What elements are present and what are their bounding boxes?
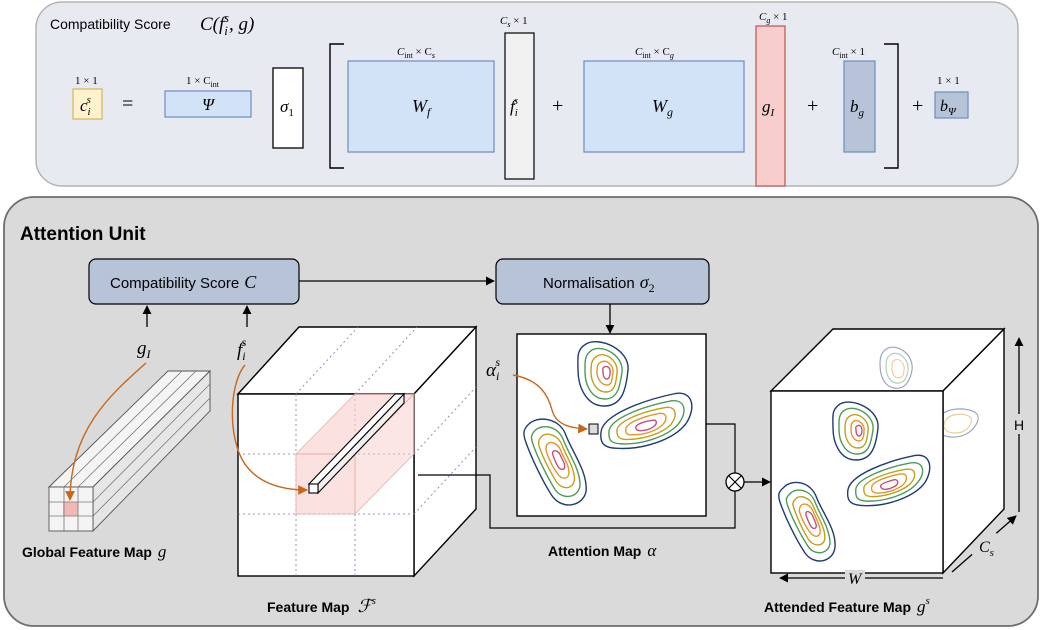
attention-map bbox=[516, 333, 707, 517]
fi-label: fis bbox=[510, 95, 518, 119]
plus-3: + bbox=[912, 95, 923, 117]
orange-arrow-alpha bbox=[512, 374, 588, 434]
attended-feature-map-cube bbox=[769, 327, 1006, 575]
w-axis-label: W bbox=[848, 571, 863, 588]
compat-score-label: Compatibility Score C bbox=[110, 272, 257, 292]
orange-arrow-fi bbox=[231, 364, 308, 495]
equals-sign: = bbox=[122, 93, 133, 115]
attended-feature-map-caption: Attended Feature Map gs bbox=[764, 595, 930, 616]
attention-to-multiply-line bbox=[706, 423, 736, 473]
plus-1: + bbox=[552, 95, 563, 117]
bpsi-label: bΨ bbox=[940, 98, 957, 118]
wg-dim-label: Cint × Cg bbox=[635, 46, 674, 60]
multiply-operator bbox=[725, 472, 745, 492]
feature-map-cube bbox=[236, 325, 478, 578]
sigma1-label: σ1 bbox=[280, 97, 294, 119]
svg-text:Compatibility Score: Compatibility Score bbox=[50, 16, 171, 32]
bpsi-vector bbox=[934, 91, 969, 119]
global-feature-map bbox=[47, 369, 212, 533]
normalisation-box bbox=[495, 258, 710, 305]
gi-label: gI bbox=[762, 97, 776, 119]
h-axis-label: H bbox=[1014, 417, 1024, 433]
c-axis-label-bg bbox=[967, 528, 1005, 564]
c-dim-label: 1 × 1 bbox=[75, 75, 98, 87]
attention-unit-panel: Attention Unit Compatibility Score C Norm… bbox=[3, 196, 1039, 627]
compatibility-score-panel: Compatibility Score C(fis, g) 1 × 1 cis … bbox=[35, 1, 1019, 187]
fi-vector bbox=[504, 32, 535, 180]
attention-map-caption: Attention Map α bbox=[548, 541, 657, 560]
bg-dim-label: Cint × 1 bbox=[832, 46, 865, 60]
fi-label-bottom: fis bbox=[237, 335, 247, 363]
right-bracket bbox=[884, 43, 899, 169]
wg-matrix bbox=[583, 60, 745, 153]
gi-dim-label: Cg × 1 bbox=[759, 11, 788, 25]
c-axis-label: Cs bbox=[979, 539, 994, 559]
gi-vector bbox=[755, 25, 786, 187]
normalisation-label: Normalisation σ2 bbox=[543, 272, 655, 295]
wg-label: Wg bbox=[652, 96, 673, 119]
global-feature-map-caption: Global Feature Map g bbox=[22, 542, 166, 561]
attention-unit-title: Attention Unit bbox=[20, 224, 146, 245]
psi-dim-label: 1 × Cint bbox=[186, 75, 220, 89]
panel-title: Compatibility Score bbox=[50, 16, 171, 32]
panel-title-math: C(fis, g) bbox=[200, 10, 254, 38]
alpha-label: αis bbox=[486, 355, 500, 383]
c-vector bbox=[72, 88, 103, 120]
bg-label: bg bbox=[850, 97, 865, 119]
psi-label: Ψ bbox=[202, 95, 216, 114]
feature-map-caption: Feature Map ℱs bbox=[267, 595, 376, 616]
sigma1-box bbox=[272, 67, 304, 149]
w-axis-label-bg bbox=[845, 570, 865, 586]
wf-matrix bbox=[347, 60, 495, 153]
bg-vector bbox=[843, 60, 876, 153]
fi-dim-label: Cs × 1 bbox=[500, 15, 528, 29]
wf-dim-label: Cint × Cs bbox=[397, 46, 435, 60]
psi-vector bbox=[164, 90, 252, 118]
bpsi-dim-label: 1 × 1 bbox=[937, 75, 960, 87]
gI-label: gI bbox=[137, 338, 152, 361]
left-bracket bbox=[329, 43, 344, 169]
orange-arrow-gI bbox=[65, 362, 147, 501]
feature-to-multiply-line bbox=[418, 474, 736, 529]
wf-label: Wf bbox=[412, 96, 432, 119]
c-label: cis bbox=[80, 94, 91, 118]
plus-2: + bbox=[807, 95, 818, 117]
h-axis-label-bg bbox=[1012, 414, 1026, 434]
